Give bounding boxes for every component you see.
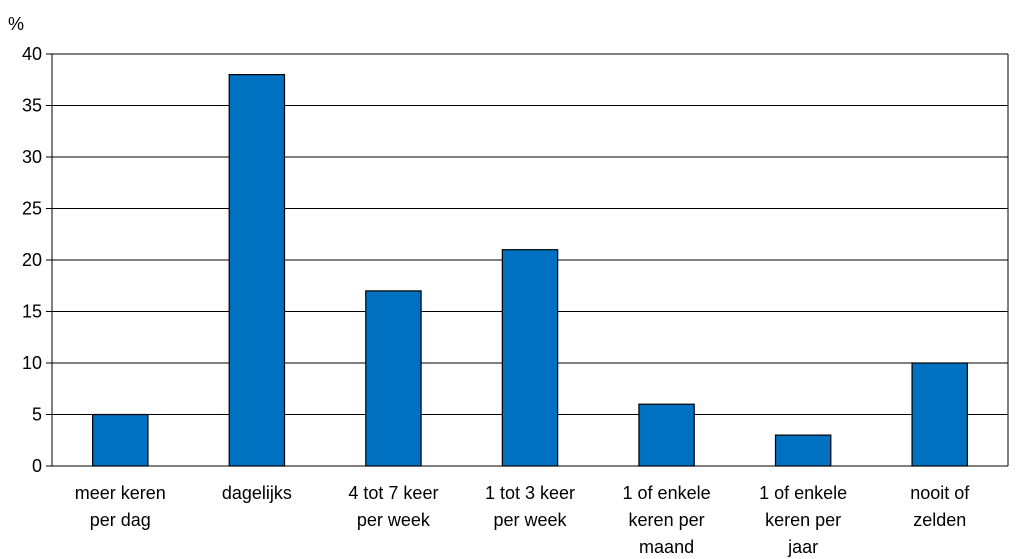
y-tick-label: 35 bbox=[22, 96, 42, 116]
y-tick-label: 30 bbox=[22, 147, 42, 167]
bar bbox=[92, 413, 149, 467]
y-tick-label: 25 bbox=[22, 199, 42, 219]
x-category-label: 1 tot 3 keer per week bbox=[485, 483, 575, 530]
bar bbox=[228, 73, 286, 467]
y-tick-label: 0 bbox=[32, 456, 42, 476]
x-category-label: dagelijks bbox=[222, 483, 292, 503]
labels: 0 5 10 15 20 25 30 35 40 meer keren per dag dagelij… bbox=[22, 44, 970, 557]
x-category-label: 1 of enkele keren per maand bbox=[623, 483, 711, 557]
bar bbox=[638, 403, 695, 467]
bar bbox=[911, 362, 968, 467]
y-tick-label: 10 bbox=[22, 353, 42, 373]
y-axis-unit-label: % bbox=[8, 14, 24, 34]
y-tick-label: 40 bbox=[22, 44, 42, 64]
x-category-label: nooit of zelden bbox=[910, 483, 970, 530]
axes bbox=[46, 53, 1009, 467]
x-category-label: 4 tot 7 keer per week bbox=[348, 483, 438, 530]
y-tick-label: 5 bbox=[32, 405, 42, 425]
bar bbox=[774, 434, 832, 467]
x-category-label: meer keren per dag bbox=[75, 483, 166, 530]
bar bbox=[501, 249, 559, 467]
bar bbox=[365, 290, 422, 467]
y-tick-label: 15 bbox=[22, 302, 42, 322]
y-tick-label: 20 bbox=[22, 250, 42, 270]
bars bbox=[92, 73, 968, 467]
x-category-label: 1 of enkele keren per jaar bbox=[759, 483, 847, 557]
